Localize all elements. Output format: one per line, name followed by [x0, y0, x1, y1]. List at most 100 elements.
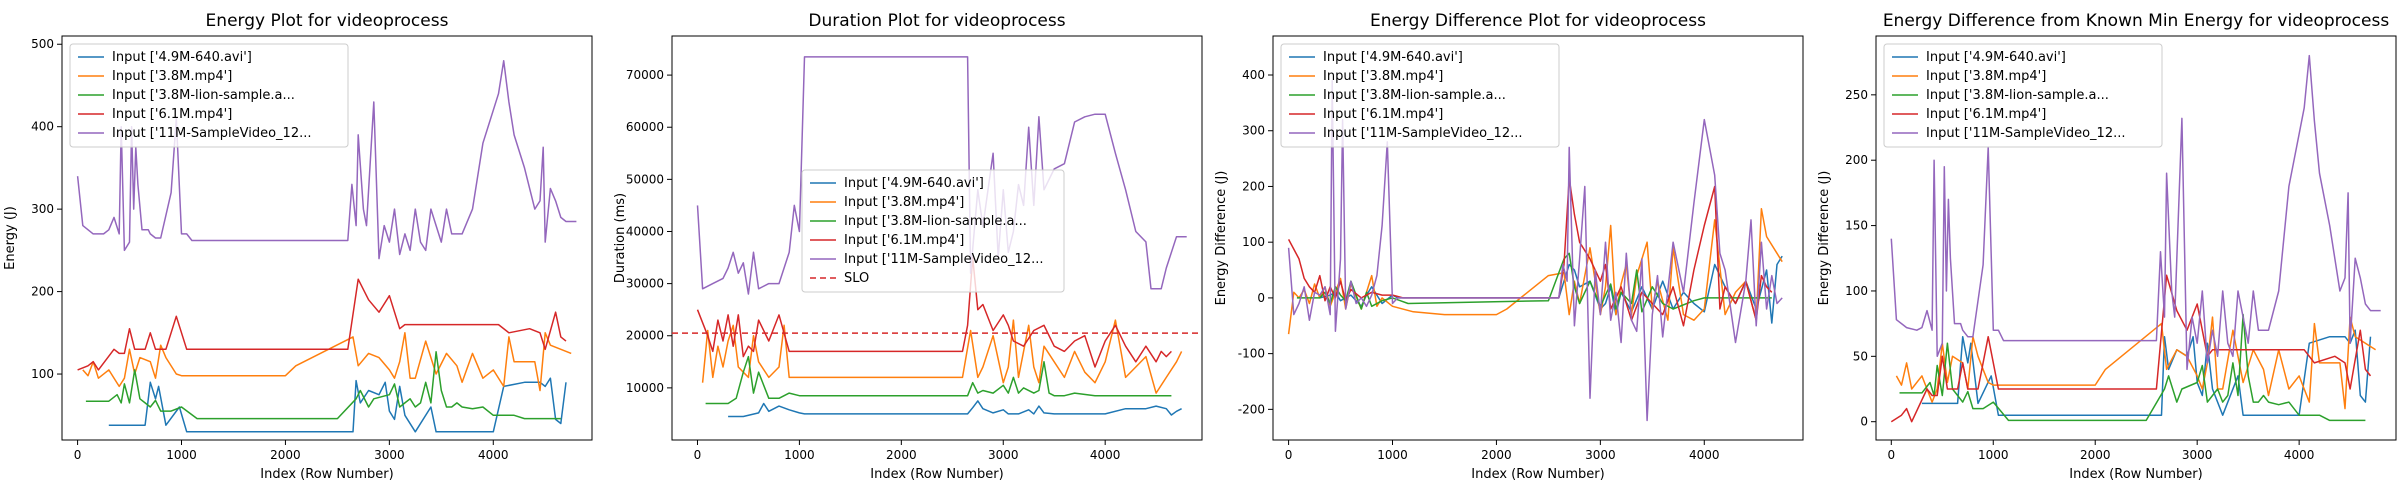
x-tick-label: 0: [74, 448, 82, 462]
x-axis-label: Index (Row Number): [260, 467, 393, 482]
y-tick-label: 400: [1242, 68, 1265, 82]
x-axis-label: Index (Row Number): [1471, 467, 1604, 482]
legend-label: Input ['3.8M-lion-sample.a...: [112, 88, 295, 103]
legend-label: Input ['4.9M-640.avi']: [112, 50, 252, 65]
legend: Input ['4.9M-640.avi'] Input ['3.8M.mp4']…: [1883, 43, 2163, 148]
x-tick-label: 4000: [478, 448, 509, 462]
x-tick-label: 0: [1887, 448, 1895, 462]
y-axis-label: Energy Difference (J): [1817, 171, 1832, 306]
legend-label: Input ['3.8M-lion-sample.a...: [844, 214, 1027, 229]
series-line-3: [1899, 313, 2366, 422]
y-tick-label: 200: [1242, 179, 1265, 193]
x-tick-label: 1000: [166, 448, 197, 462]
chart-panel-2: Duration Plot for videoprocess 0 1000 2000 3…: [613, 11, 1203, 482]
legend-label: Input ['11M-SampleVideo_12...: [844, 252, 1044, 267]
y-tick-label: 400: [31, 120, 54, 134]
x-tick-label: 1000: [784, 448, 815, 462]
legend-label: Input ['3.8M.mp4']: [844, 195, 964, 210]
y-tick-label: 20000: [626, 329, 664, 343]
y-tick-label: 70000: [626, 68, 664, 82]
x-tick-label: 2000: [886, 448, 917, 462]
legend-label: Input ['6.1M.mp4']: [1926, 107, 2046, 122]
series-line-3: [705, 355, 1172, 405]
legend-label: Input ['3.8M.mp4']: [112, 69, 232, 84]
series-line-2: [701, 319, 1183, 394]
legend-label: Input ['3.8M.mp4']: [1926, 69, 2046, 84]
x-tick-label: 2000: [1481, 448, 1512, 462]
chart-title: Energy Difference from Known Min Energy …: [1883, 11, 2390, 31]
x-tick-label: 1000: [1978, 448, 2009, 462]
y-tick-label: 50: [1853, 349, 1868, 363]
y-tick-label: 500: [31, 37, 54, 51]
y-tick-label: 100: [1242, 235, 1265, 249]
series-group: [1287, 79, 1783, 422]
series-line-4: [77, 278, 567, 371]
series-group: [76, 59, 577, 433]
y-tick-label: 250: [1845, 88, 1868, 102]
legend-label: Input ['6.1M.mp4']: [844, 233, 964, 248]
x-tick-label: 0: [694, 448, 702, 462]
y-tick-label: 300: [1242, 124, 1265, 138]
y-axis-label: Energy Difference (J): [1214, 171, 1229, 306]
chart-title: Duration Plot for videoprocess: [808, 11, 1065, 31]
y-tick-label: 0: [1257, 291, 1265, 305]
x-tick-label: 3000: [988, 448, 1019, 462]
legend-label: Input ['3.8M-lion-sample.a...: [1926, 88, 2109, 103]
legend-label: Input ['11M-SampleVideo_12...: [1926, 126, 2126, 141]
chart-panel-1: Energy Plot for videoprocess 0 1000 2000 300…: [3, 11, 593, 482]
series-line-2: [82, 332, 572, 392]
y-tick-label: 100: [1845, 284, 1868, 298]
legend-frame: [1883, 43, 2163, 148]
series-line-5: [1890, 54, 2381, 371]
legend-label: Input ['6.1M.mp4']: [1323, 107, 1443, 122]
legend: Input ['4.9M-640.avi'] Input ['3.8M.mp4']…: [801, 169, 1065, 293]
y-tick-label: -100: [1238, 347, 1265, 361]
y-tick-label: 40000: [626, 224, 664, 238]
chart-panel-4: Energy Difference from Known Min Energy …: [1817, 11, 2397, 482]
chart-panel-3: Energy Difference Plot for videoprocess 0…: [1214, 11, 1804, 482]
series-line-4: [696, 256, 1172, 368]
y-tick-label: 0: [1860, 415, 1868, 429]
series-line-3: [85, 351, 561, 420]
y-tick-label: 10000: [626, 381, 664, 395]
legend: Input ['4.9M-640.avi'] Input ['3.8M.mp4']…: [1280, 43, 1560, 148]
x-axis-label: Index (Row Number): [2069, 467, 2202, 482]
legend: Input ['4.9M-640.avi'] Input ['3.8M.mp4']…: [69, 43, 349, 148]
legend-label: Input ['4.9M-640.avi']: [844, 176, 984, 191]
y-axis-label: Duration (ms): [613, 193, 628, 283]
legend-frame: [69, 43, 349, 148]
series-line-3: [1296, 252, 1772, 313]
legend-label: Input ['11M-SampleVideo_12...: [112, 126, 312, 141]
y-tick-label: 30000: [626, 277, 664, 291]
series-line-2: [1895, 316, 2377, 410]
series-group: [1890, 54, 2381, 423]
legend-label: Input ['4.9M-640.avi']: [1926, 50, 2066, 65]
x-tick-label: 3000: [2182, 448, 2213, 462]
series-line-5: [1287, 79, 1783, 422]
legend-label: Input ['11M-SampleVideo_12...: [1323, 126, 1523, 141]
series-line-1: [728, 400, 1182, 418]
chart-title: Energy Plot for videoprocess: [206, 11, 449, 31]
x-tick-label: 2000: [270, 448, 301, 462]
legend-frame: [1280, 43, 1560, 148]
y-tick-label: -200: [1238, 402, 1265, 416]
y-tick-label: 50000: [626, 172, 664, 186]
x-tick-label: 2000: [2080, 448, 2111, 462]
legend-label: Input ['6.1M.mp4']: [112, 107, 232, 122]
x-tick-label: 4000: [1090, 448, 1121, 462]
y-tick-label: 200: [31, 285, 54, 299]
y-tick-label: 100: [31, 367, 54, 381]
series-line-5: [76, 59, 577, 260]
x-tick-label: 3000: [1585, 448, 1616, 462]
x-tick-label: 0: [1285, 448, 1293, 462]
legend-label: Input ['3.8M-lion-sample.a...: [1323, 88, 1506, 103]
y-tick-label: 200: [1845, 153, 1868, 167]
chart-title: Energy Difference Plot for videoprocess: [1370, 11, 1706, 31]
y-axis-label: Energy (J): [3, 206, 18, 270]
y-tick-label: 60000: [626, 120, 664, 134]
series-line-1: [1921, 329, 2372, 416]
series-line-4: [1890, 274, 2372, 423]
x-tick-label: 4000: [2284, 448, 2315, 462]
x-tick-label: 3000: [374, 448, 405, 462]
